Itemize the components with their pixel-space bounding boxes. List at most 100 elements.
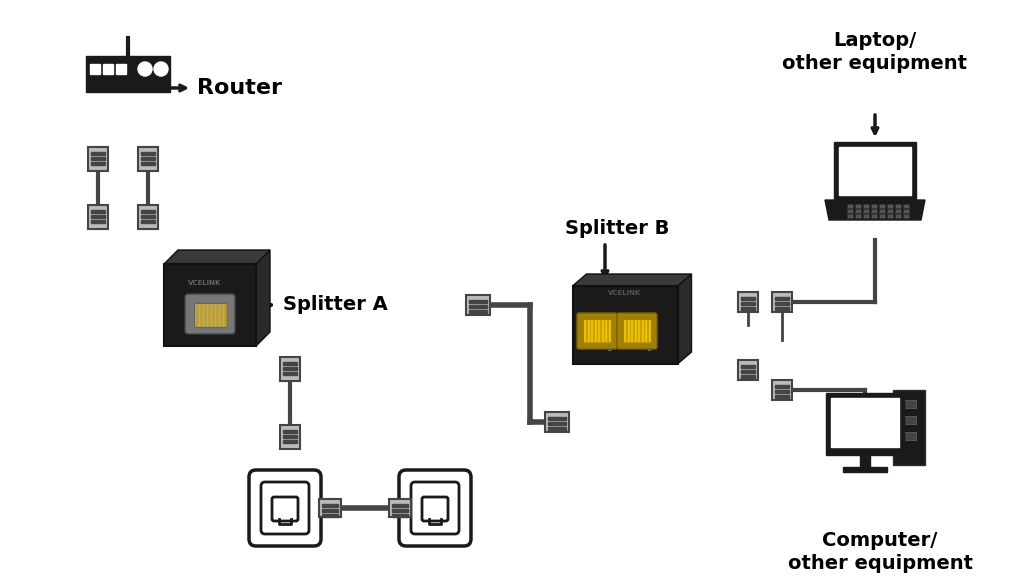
Text: Splitter B: Splitter B xyxy=(565,218,670,237)
FancyBboxPatch shape xyxy=(389,499,411,517)
Polygon shape xyxy=(164,250,270,264)
FancyBboxPatch shape xyxy=(577,313,617,349)
Text: VCELINK: VCELINK xyxy=(608,290,642,296)
Bar xyxy=(839,147,911,195)
Text: Router: Router xyxy=(197,78,282,98)
FancyBboxPatch shape xyxy=(422,497,449,521)
Bar xyxy=(898,432,916,440)
Text: Splitter A: Splitter A xyxy=(283,295,388,314)
Bar xyxy=(863,204,869,207)
FancyBboxPatch shape xyxy=(466,295,490,315)
Bar xyxy=(898,400,916,408)
Bar xyxy=(847,214,853,218)
FancyBboxPatch shape xyxy=(138,147,158,171)
Bar xyxy=(879,204,885,207)
Bar xyxy=(903,209,909,213)
FancyBboxPatch shape xyxy=(261,482,309,534)
Bar xyxy=(871,204,877,207)
Bar xyxy=(322,504,338,507)
Bar xyxy=(871,214,877,218)
Bar xyxy=(283,435,297,438)
Bar xyxy=(879,209,885,213)
Bar xyxy=(141,152,155,155)
Bar xyxy=(141,157,155,160)
Bar xyxy=(91,215,105,218)
Circle shape xyxy=(138,62,152,76)
Bar xyxy=(469,310,487,313)
Bar xyxy=(91,152,105,155)
Bar xyxy=(548,417,566,420)
Bar xyxy=(741,365,755,368)
Polygon shape xyxy=(678,274,691,364)
Bar xyxy=(283,430,297,433)
Polygon shape xyxy=(256,250,270,346)
Bar xyxy=(548,427,566,430)
FancyBboxPatch shape xyxy=(545,412,569,432)
Bar xyxy=(103,64,113,74)
Bar xyxy=(322,509,338,512)
Bar xyxy=(548,422,566,425)
Bar xyxy=(469,305,487,308)
Text: 2: 2 xyxy=(646,344,651,353)
Bar xyxy=(775,390,790,393)
Bar xyxy=(775,385,790,388)
Bar xyxy=(741,307,755,310)
Bar xyxy=(855,209,861,213)
Bar xyxy=(775,297,790,300)
Bar xyxy=(623,319,651,343)
Bar xyxy=(572,286,678,364)
Bar xyxy=(141,220,155,223)
FancyBboxPatch shape xyxy=(319,499,341,517)
Bar xyxy=(164,264,256,346)
Bar xyxy=(826,393,904,455)
Bar xyxy=(86,56,170,92)
Polygon shape xyxy=(825,200,925,220)
Bar xyxy=(741,302,755,305)
Polygon shape xyxy=(572,274,691,286)
FancyBboxPatch shape xyxy=(249,470,321,546)
Bar xyxy=(91,162,105,165)
Bar xyxy=(90,64,100,74)
Bar xyxy=(887,214,893,218)
FancyBboxPatch shape xyxy=(738,360,758,380)
Bar xyxy=(879,214,885,218)
Bar xyxy=(392,504,408,507)
Bar xyxy=(322,514,338,517)
Bar xyxy=(91,220,105,223)
Bar xyxy=(469,300,487,303)
Text: VCELINK: VCELINK xyxy=(188,280,221,286)
Bar xyxy=(834,142,916,200)
Bar xyxy=(863,209,869,213)
Bar xyxy=(895,214,901,218)
Bar xyxy=(91,157,105,160)
Bar xyxy=(855,204,861,207)
Bar xyxy=(903,204,909,207)
FancyBboxPatch shape xyxy=(272,497,298,521)
FancyBboxPatch shape xyxy=(280,357,300,381)
FancyBboxPatch shape xyxy=(617,313,657,349)
Bar xyxy=(91,210,105,213)
Bar xyxy=(895,204,901,207)
Text: Laptop/
other equipment: Laptop/ other equipment xyxy=(782,31,968,73)
Bar xyxy=(392,509,408,512)
Bar xyxy=(895,209,901,213)
Bar xyxy=(741,297,755,300)
FancyBboxPatch shape xyxy=(738,292,758,312)
Bar xyxy=(847,209,853,213)
Bar xyxy=(887,209,893,213)
Bar xyxy=(283,440,297,443)
Bar xyxy=(847,204,853,207)
Bar xyxy=(775,395,790,398)
Bar xyxy=(283,372,297,375)
Text: Computer/
other equipment: Computer/ other equipment xyxy=(787,530,973,573)
Bar xyxy=(583,319,611,343)
FancyBboxPatch shape xyxy=(88,205,108,229)
FancyBboxPatch shape xyxy=(185,294,234,334)
Bar xyxy=(116,64,126,74)
Bar xyxy=(141,215,155,218)
Circle shape xyxy=(154,62,168,76)
Bar xyxy=(141,162,155,165)
Bar xyxy=(860,455,870,467)
Bar xyxy=(893,390,925,465)
FancyBboxPatch shape xyxy=(772,380,792,400)
